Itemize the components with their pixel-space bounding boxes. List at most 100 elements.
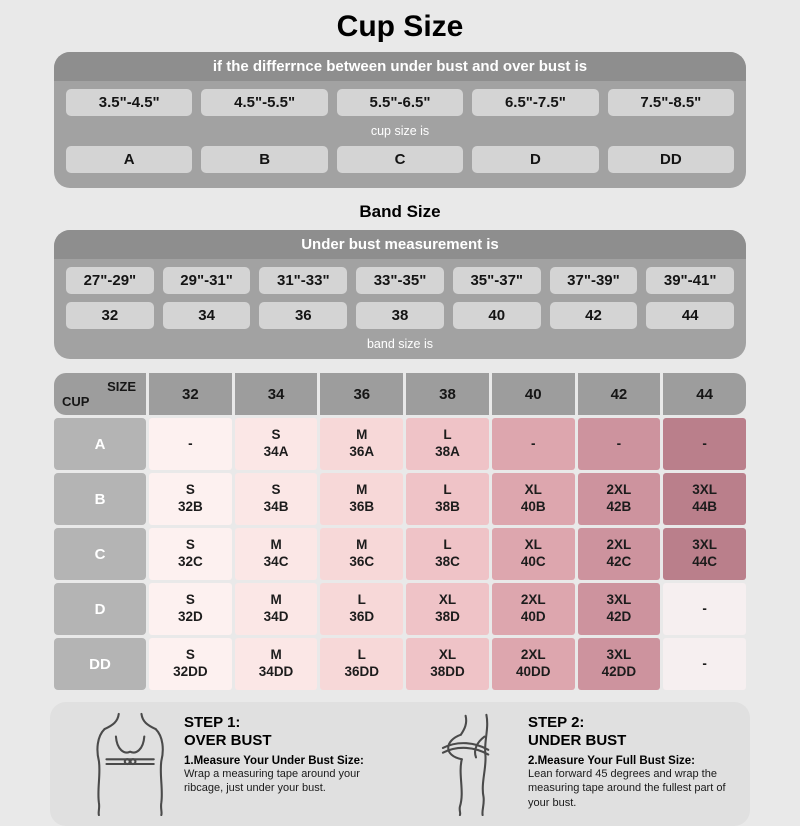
band-size-cell: 44: [646, 302, 735, 329]
matrix-column-header: 42: [577, 373, 661, 415]
step-2-text: STEP 2: UNDER BUST 2.Measure Your Full B…: [528, 712, 726, 810]
size-cell: M 36A: [320, 418, 404, 470]
underbust-range-cell: 35"-37": [452, 267, 541, 294]
size-cell: L 38C: [406, 528, 489, 580]
size-cell: -: [663, 418, 746, 470]
size-cell: XL 40C: [491, 528, 575, 580]
step-1-instructions: Wrap a measuring tape around your ribcag…: [184, 768, 360, 795]
difference-range-cell: 5.5"-6.5": [336, 89, 464, 116]
size-cell: 3XL 44C: [663, 528, 746, 580]
step-1-title: OVER BUST: [184, 732, 272, 749]
matrix-column-header: 34: [234, 373, 318, 415]
size-cell: 2XL 40D: [491, 583, 575, 635]
underbust-range-cell: 33"-35": [356, 267, 444, 294]
band-size-cell: 32: [66, 302, 154, 329]
step-2-block: STEP 2: UNDER BUST 2.Measure Your Full B…: [406, 712, 738, 816]
overbust-figure-icon: [96, 712, 164, 816]
size-cell: S 34A: [234, 418, 318, 470]
cup-row-label: C: [54, 528, 146, 580]
band-size-is-label: band size is: [366, 337, 433, 351]
size-cell: XL 40B: [491, 473, 575, 525]
cup-difference-row: 3.5"-4.5" 4.5"-5.5" 5.5"-6.5" 6.5"-7.5" 7.5"…: [66, 89, 735, 116]
cup-row-label: B: [54, 473, 146, 525]
size-cell: S 32DD: [149, 638, 232, 690]
size-cell: M 34C: [234, 528, 318, 580]
cup-letter-cell: C: [336, 146, 464, 173]
band-size-cell: 42: [549, 302, 638, 329]
band-size-panel: Under bust measurement is 27"-29" 29"-31"…: [54, 230, 746, 359]
size-cell: S 32C: [149, 528, 232, 580]
size-cell: M 34D: [234, 583, 318, 635]
size-cell: M 34DD: [234, 638, 318, 690]
cup-letter-cell: B: [201, 146, 328, 173]
difference-range-cell: 6.5"-7.5": [472, 89, 599, 116]
matrix-corner-size-label: SIZE: [107, 379, 136, 394]
underbust-range-cell: 37"-39": [549, 267, 638, 294]
step-1-label: STEP 1:: [184, 714, 241, 731]
step-1-text: STEP 1: OVER BUST 1.Measure Your Under B…: [184, 712, 382, 796]
size-cell: -: [491, 418, 575, 470]
matrix-corner-cell: SIZE CUP: [54, 373, 146, 415]
cup-letter-cell: D: [472, 146, 599, 173]
cup-row-label: A: [54, 418, 146, 470]
size-cell: 2XL 40DD: [491, 638, 575, 690]
step-1-block: STEP 1: OVER BUST 1.Measure Your Under B…: [62, 712, 394, 816]
size-cell: 2XL 42C: [577, 528, 661, 580]
size-cell: XL 38DD: [406, 638, 489, 690]
size-cell: S 32B: [149, 473, 232, 525]
step-2-measure-title: 2.Measure Your Full Bust Size:: [528, 755, 696, 767]
step-2-label: STEP 2:: [528, 714, 585, 731]
measuring-steps: STEP 1: OVER BUST 1.Measure Your Under B…: [50, 702, 750, 826]
size-matrix: SIZE CUP 32 34 36 38 40 42 44 A - S 34A M 36A L 38A - - -…: [54, 373, 746, 690]
band-size-cell: 36: [259, 302, 348, 329]
size-cell: L 36DD: [320, 638, 404, 690]
cup-size-panel: if the differrnce between under bust and…: [54, 52, 746, 188]
size-cell: M 36B: [320, 473, 404, 525]
band-size-cell: 38: [356, 302, 444, 329]
size-cell: 3XL 42DD: [577, 638, 661, 690]
underbust-range-cell: 27"-29": [66, 267, 154, 294]
underbust-range-cell: 31"-33": [259, 267, 348, 294]
size-chart-page: Cup Size if the differrnce between under…: [0, 10, 800, 826]
page-title: Cup Size: [336, 10, 464, 43]
matrix-column-header: 32: [149, 373, 232, 415]
cup-letter-cell: DD: [607, 146, 735, 173]
underbust-range-cell: 39"-41": [646, 267, 735, 294]
step-1-measure-title: 1.Measure Your Under Bust Size:: [184, 755, 364, 767]
underbust-range-cell: 29"-31": [162, 267, 251, 294]
size-cell: -: [663, 638, 746, 690]
matrix-column-header: 36: [320, 373, 404, 415]
size-cell: L 38B: [406, 473, 489, 525]
step-2-title: UNDER BUST: [528, 732, 627, 749]
matrix-column-header: 40: [491, 373, 575, 415]
size-cell: L 38A: [406, 418, 489, 470]
cup-letters-row: A B C D DD: [66, 146, 735, 173]
size-cell: XL 38D: [406, 583, 489, 635]
size-cell: M 36C: [320, 528, 404, 580]
difference-range-cell: 4.5"-5.5": [201, 89, 328, 116]
underbust-measurement-header: Under bust measurement is: [54, 230, 746, 259]
cup-letter-cell: A: [66, 146, 193, 173]
step-2-instructions: Lean forward 45 degrees and wrap the mea…: [528, 768, 726, 809]
matrix-column-header: 38: [406, 373, 489, 415]
matrix-column-header: 44: [663, 373, 746, 415]
band-size-title: Band Size: [359, 202, 441, 221]
size-cell: 2XL 42B: [577, 473, 661, 525]
cup-size-is-label: cup size is: [370, 124, 430, 138]
band-size-cell: 40: [452, 302, 541, 329]
underbust-figure-icon: [441, 713, 490, 816]
size-cell: L 36D: [320, 583, 404, 635]
cup-row-label: DD: [54, 638, 146, 690]
difference-range-cell: 7.5"-8.5": [607, 89, 735, 116]
size-cell: S 32D: [149, 583, 232, 635]
difference-range-cell: 3.5"-4.5": [66, 89, 193, 116]
size-cell: -: [663, 583, 746, 635]
size-cell: S 34B: [234, 473, 318, 525]
cup-difference-header: if the differrnce between under bust and…: [54, 52, 746, 81]
cup-row-label: D: [54, 583, 146, 635]
band-size-row: 32 34 36 38 40 42 44: [66, 302, 735, 329]
size-cell: -: [149, 418, 232, 470]
underbust-range-row: 27"-29" 29"-31" 31"-33" 33"-35" 35"-37" 37"-3…: [66, 267, 735, 294]
size-cell: 3XL 42D: [577, 583, 661, 635]
size-cell: 3XL 44B: [663, 473, 746, 525]
